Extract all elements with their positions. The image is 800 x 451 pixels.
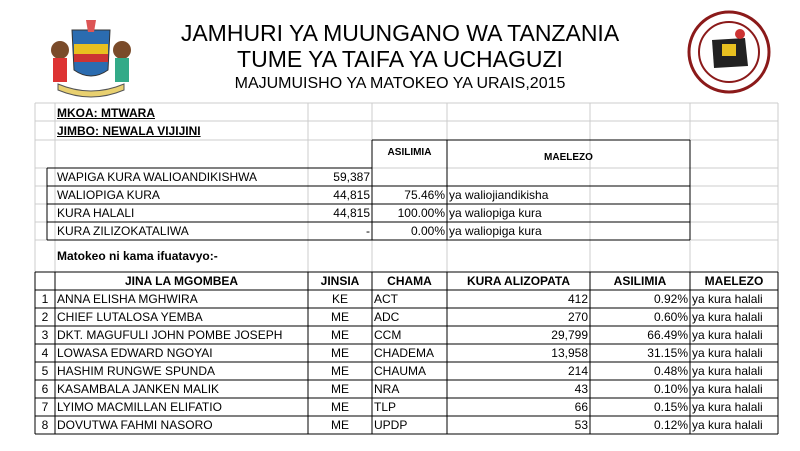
party: CHAUMA: [374, 364, 427, 378]
region-label: MKOA: MTWARA: [57, 106, 155, 120]
percent: 0.60%: [653, 310, 688, 324]
votes: 53: [574, 418, 588, 432]
party: ADC: [374, 310, 400, 324]
summary-note: ya waliojiandikisha: [449, 188, 549, 202]
report-title: MAJUMUISHO YA MATOKEO YA URAIS,2015: [234, 75, 566, 92]
percent: 31.15%: [647, 346, 688, 360]
candidate-name: ANNA ELISHA MGHWIRA: [57, 292, 198, 306]
summary-note: ya waliopiga kura: [449, 206, 542, 220]
votes: 43: [574, 382, 588, 396]
note: ya kura halali: [692, 382, 763, 396]
summary-count: 59,387: [333, 170, 370, 184]
summary-header: MAELEZO: [544, 152, 593, 163]
votes: 29,799: [551, 328, 588, 342]
note: ya kura halali: [692, 400, 763, 414]
gender: ME: [331, 328, 349, 342]
percent: 0.15%: [653, 400, 688, 414]
party: CCM: [374, 328, 402, 342]
candidate-name: LOWASA EDWARD NGOYAI: [57, 346, 213, 360]
summary-header: ASILIMIA: [387, 147, 432, 158]
percent: 0.10%: [653, 382, 688, 396]
gender: ME: [331, 382, 349, 396]
subtitle: TUME YA TAIFA YA UCHAGUZI: [237, 46, 563, 72]
votes: 66: [574, 400, 588, 414]
percent: 0.92%: [653, 292, 688, 306]
summary-percent: 100.00%: [397, 206, 445, 220]
summary-percent: 0.00%: [410, 224, 445, 238]
party: UPDP: [374, 418, 408, 432]
row-number: 2: [41, 310, 49, 324]
row-number: 4: [41, 346, 49, 360]
gender: ME: [331, 400, 349, 414]
note: ya kura halali: [692, 346, 763, 360]
row-number: 3: [41, 328, 49, 342]
row-number: 8: [41, 418, 49, 432]
votes: 412: [567, 292, 588, 306]
row-number: 5: [41, 364, 49, 378]
candidate-name: HASHIM RUNGWE SPUNDA: [57, 364, 216, 378]
row-number: 7: [41, 400, 49, 414]
party: NRA: [374, 382, 400, 396]
candidate-name: KASAMBALA JANKEN MALIK: [57, 382, 220, 396]
gender: ME: [331, 418, 349, 432]
candidate-name: CHIEF LUTALOSA YEMBA: [57, 310, 203, 324]
gender: ME: [331, 364, 349, 378]
percent: 66.49%: [647, 328, 688, 342]
note: ya kura halali: [692, 310, 763, 324]
coat-of-arms: [51, 20, 131, 98]
column-header: JINSIA: [320, 274, 360, 288]
note: ya kura halali: [692, 364, 763, 378]
percent: 0.48%: [653, 364, 688, 378]
candidate-name: DKT. MAGUFULI JOHN POMBE JOSEPH: [57, 328, 283, 342]
row-number: 6: [41, 382, 49, 396]
constituency-label: JIMBO: NEWALA VIJIJINI: [57, 124, 201, 138]
summary-count: 44,815: [333, 188, 370, 202]
candidate-name: DOVUTWA FAHMI NASORO: [57, 418, 213, 432]
note: ya kura halali: [692, 292, 763, 306]
summary-label: WAPIGA KURA WALIOANDIKISHWA: [57, 170, 258, 184]
summary-percent: 75.46%: [404, 188, 445, 202]
percent: 0.12%: [653, 418, 688, 432]
gender: ME: [331, 310, 349, 324]
column-header: KURA ALIZOPATA: [466, 274, 571, 288]
column-header: CHAMA: [387, 274, 432, 288]
votes: 13,958: [551, 346, 588, 360]
party: TLP: [374, 400, 397, 414]
party: ACT: [374, 292, 398, 306]
summary-label: WALIOPIGA KURA: [57, 188, 160, 202]
summary-label: KURA ZILIZOKATALIWA: [57, 224, 189, 238]
gender: ME: [331, 346, 349, 360]
party: CHADEMA: [374, 346, 435, 360]
column-header: ASILIMIA: [613, 274, 667, 288]
votes: 214: [567, 364, 588, 378]
column-header: MAELEZO: [704, 274, 764, 288]
results-intro: Matokeo ni kama ifuatavyo:-: [57, 249, 218, 263]
note: ya kura halali: [692, 418, 763, 432]
summary-note: ya waliopiga kura: [449, 224, 542, 238]
candidate-name: LYIMO MACMILLAN ELIFATIO: [57, 400, 222, 414]
note: ya kura halali: [692, 328, 763, 342]
summary-count: -: [366, 224, 370, 238]
votes: 270: [567, 310, 588, 324]
gender: KE: [331, 292, 348, 306]
summary-count: 44,815: [333, 206, 370, 220]
summary-label: KURA HALALI: [57, 206, 135, 220]
commission-logo: [687, 10, 771, 94]
row-number: 1: [41, 292, 49, 306]
column-header: JINA LA MGOMBEA: [124, 274, 239, 288]
title: JAMHURI YA MUUNGANO WA TANZANIA: [180, 20, 620, 46]
